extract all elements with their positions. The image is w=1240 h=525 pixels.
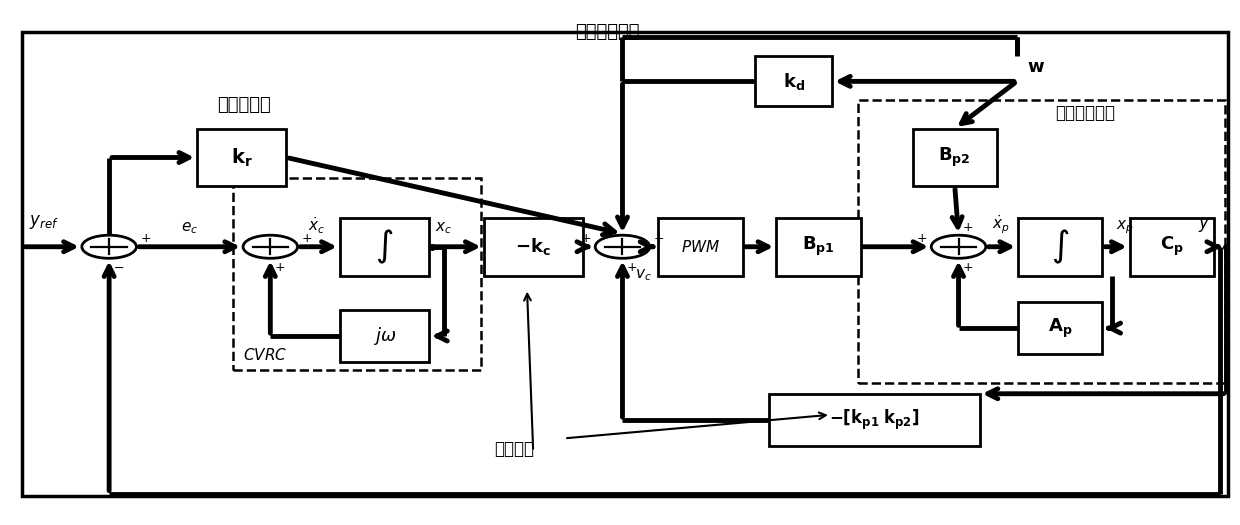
Text: $\mathbf{B_{p2}}$: $\mathbf{B_{p2}}$ bbox=[939, 146, 971, 169]
Text: $x_c$: $x_c$ bbox=[435, 220, 453, 236]
Text: 状态反馈: 状态反馈 bbox=[495, 440, 534, 458]
Text: $j\omega$: $j\omega$ bbox=[373, 325, 396, 347]
Text: $\dot{x}_p$: $\dot{x}_p$ bbox=[992, 214, 1009, 236]
Text: $\mathbf{-k_c}$: $\mathbf{-k_c}$ bbox=[516, 236, 551, 257]
Text: $+$: $+$ bbox=[962, 261, 973, 274]
Circle shape bbox=[82, 235, 136, 258]
Text: $+$: $+$ bbox=[916, 232, 928, 245]
Text: $+$: $+$ bbox=[301, 232, 312, 245]
Bar bbox=[658, 218, 743, 276]
Bar bbox=[1130, 218, 1214, 276]
Text: $\mathbf{w}$: $\mathbf{w}$ bbox=[1027, 58, 1045, 76]
Bar bbox=[913, 129, 997, 186]
Text: $-$: $-$ bbox=[113, 261, 124, 274]
Text: $\dot{x}_c$: $\dot{x}_c$ bbox=[308, 216, 325, 236]
Text: $+$: $+$ bbox=[653, 232, 665, 245]
Text: $\mathbf{C_p}$: $\mathbf{C_p}$ bbox=[1159, 235, 1184, 258]
Bar bbox=[858, 100, 1225, 383]
Text: $x_p$: $x_p$ bbox=[1116, 218, 1133, 236]
Bar bbox=[340, 218, 429, 276]
Text: $+$: $+$ bbox=[962, 220, 973, 234]
Text: $y_{ref}$: $y_{ref}$ bbox=[29, 213, 58, 231]
Text: $\mathbf{k_d}$: $\mathbf{k_d}$ bbox=[782, 71, 805, 92]
Bar bbox=[1018, 302, 1102, 354]
Text: $+$: $+$ bbox=[580, 232, 591, 245]
Bar bbox=[197, 129, 286, 186]
Circle shape bbox=[243, 235, 298, 258]
Text: $y$: $y$ bbox=[1198, 216, 1210, 234]
Text: $+$: $+$ bbox=[626, 261, 637, 274]
Bar bbox=[484, 218, 583, 276]
Bar bbox=[1018, 218, 1102, 276]
Text: $\mathit{PWM}$: $\mathit{PWM}$ bbox=[681, 239, 720, 255]
Bar bbox=[340, 310, 429, 362]
Text: $e_c$: $e_c$ bbox=[181, 220, 198, 236]
Text: $\mathit{CVRC}$: $\mathit{CVRC}$ bbox=[243, 348, 288, 363]
Text: $\mathbf{k_r}$: $\mathbf{k_r}$ bbox=[231, 146, 253, 169]
Bar bbox=[233, 178, 481, 370]
Text: $+$: $+$ bbox=[274, 261, 285, 274]
Text: $\int$: $\int$ bbox=[1052, 228, 1069, 266]
Text: $\mathbf{-[k_{p1}\;k_{p2}]}$: $\mathbf{-[k_{p1}\;k_{p2}]}$ bbox=[830, 408, 919, 432]
Circle shape bbox=[595, 235, 650, 258]
Text: $\mathbf{B_{p1}}$: $\mathbf{B_{p1}}$ bbox=[802, 235, 835, 258]
Text: $\int$: $\int$ bbox=[376, 228, 393, 266]
Text: 状态空间模型: 状态空间模型 bbox=[1055, 104, 1115, 122]
Bar bbox=[22, 32, 1228, 496]
Circle shape bbox=[931, 235, 986, 258]
Bar bbox=[776, 218, 861, 276]
Text: 参考値前馈: 参考値前馈 bbox=[217, 96, 270, 114]
Text: 负载电流前馈: 负载电流前馈 bbox=[575, 23, 640, 40]
Bar bbox=[755, 57, 832, 106]
Bar bbox=[769, 394, 980, 446]
Text: $v_c$: $v_c$ bbox=[635, 268, 651, 284]
Text: $\mathbf{A_p}$: $\mathbf{A_p}$ bbox=[1048, 317, 1073, 340]
Text: $+$: $+$ bbox=[140, 232, 151, 245]
